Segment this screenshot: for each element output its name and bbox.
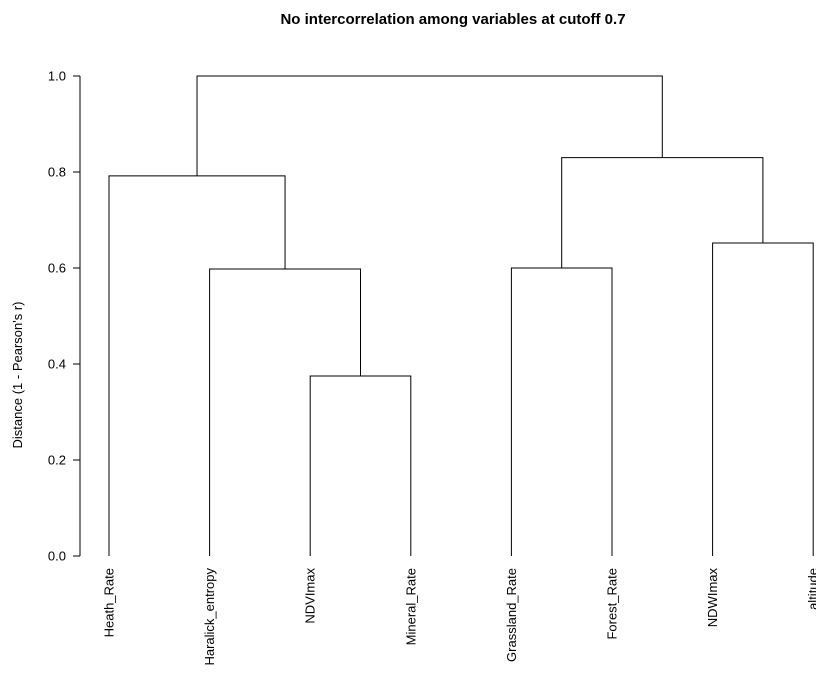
y-tick-label: 0.4 xyxy=(48,357,66,372)
y-tick-label: 0.8 xyxy=(48,165,66,180)
dendrogram-link xyxy=(196,75,663,176)
leaf-label: NDWImax xyxy=(705,568,720,628)
leaf-label: Mineral_Rate xyxy=(403,568,418,645)
chart-title: No intercorrelation among variables at c… xyxy=(280,11,625,28)
dendrogram-link xyxy=(561,157,764,268)
leaf-label: Forest_Rate xyxy=(605,568,620,640)
leaf-labels: Heath_Rate Haralick_entropy NDVImax Mineral… xyxy=(102,568,816,666)
leaf-label: altitude xyxy=(806,568,816,610)
y-tick-label: 0.2 xyxy=(48,453,66,468)
dendrogram-link xyxy=(510,267,613,556)
y-tick-label: 0.0 xyxy=(48,549,66,564)
leaf-label: Grassland_Rate xyxy=(504,568,519,662)
dendrogram-link xyxy=(712,242,814,556)
dendrogram-link xyxy=(309,375,412,556)
y-axis-label: Distance (1 - Pearson's r) xyxy=(10,302,25,449)
leaf-label: NDVImax xyxy=(303,568,318,624)
dendrogram-link xyxy=(108,175,286,556)
dendrogram-link xyxy=(209,268,361,556)
y-tick-label: 0.6 xyxy=(48,261,66,276)
leaf-label: Haralick_entropy xyxy=(202,568,217,666)
leaf-label: Heath_Rate xyxy=(102,568,117,637)
y-axis: 0.0 0.2 0.4 0.6 0.8 1.0 xyxy=(48,69,81,564)
y-tick-label: 1.0 xyxy=(48,69,66,84)
dendrogram-links xyxy=(108,75,814,556)
